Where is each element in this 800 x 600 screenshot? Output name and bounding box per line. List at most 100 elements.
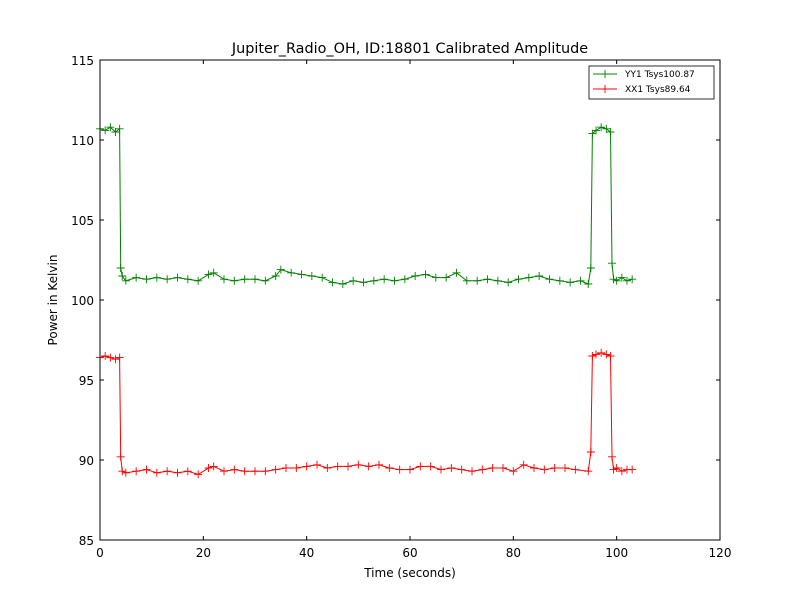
data-point-yy1	[400, 275, 409, 284]
data-point-yy1	[173, 273, 182, 282]
data-point-xx1	[426, 462, 435, 471]
data-point-xx1	[118, 467, 127, 476]
data-point-yy1	[421, 270, 430, 279]
data-point-yy1	[163, 275, 172, 284]
data-point-yy1	[220, 275, 228, 284]
data-point-yy1	[142, 275, 151, 284]
data-point-yy1	[204, 270, 213, 279]
x-tick-label: 40	[299, 546, 314, 560]
data-point-yy1	[359, 278, 368, 287]
data-point-yy1	[111, 128, 120, 136]
data-point-xx1	[416, 462, 425, 471]
data-point-yy1	[608, 259, 617, 268]
data-point-xx1	[584, 467, 593, 476]
data-point-yy1	[524, 273, 533, 282]
data-point-yy1	[597, 123, 606, 132]
x-tick-label: 80	[506, 546, 521, 560]
data-point-xx1	[101, 352, 110, 360]
data-point-xx1	[608, 452, 617, 461]
x-axis-title: Time (seconds)	[363, 566, 456, 580]
data-point-xx1	[375, 460, 383, 469]
data-point-yy1	[183, 275, 192, 284]
data-point-yy1	[442, 273, 451, 282]
data-point-xx1	[612, 464, 621, 472]
legend-label-yy1: YY1 Tsys100.87	[624, 70, 695, 80]
data-point-yy1	[612, 276, 621, 285]
data-point-yy1	[504, 278, 513, 287]
data-point-xx1	[457, 465, 466, 474]
data-point-yy1	[545, 275, 554, 284]
data-point-xx1	[121, 468, 130, 477]
data-point-xx1	[468, 467, 476, 476]
data-point-xx1	[240, 467, 249, 476]
data-point-xx1	[606, 352, 615, 360]
data-point-yy1	[576, 276, 585, 285]
data-point-xx1	[173, 468, 182, 477]
data-point-xx1	[499, 464, 507, 472]
data-point-yy1	[369, 276, 378, 285]
data-point-yy1	[230, 276, 239, 285]
data-point-yy1	[194, 276, 203, 285]
data-point-yy1	[271, 272, 280, 280]
data-point-yy1	[152, 273, 161, 282]
data-point-yy1	[132, 273, 141, 282]
data-point-xx1	[488, 464, 497, 472]
legend-box	[588, 65, 715, 100]
data-point-xx1	[111, 355, 120, 364]
plot-area	[96, 123, 637, 479]
data-point-yy1	[209, 268, 218, 277]
data-point-xx1	[395, 465, 404, 474]
data-point-yy1	[555, 276, 564, 285]
data-point-yy1	[592, 126, 600, 135]
legend: YY1 Tsys100.87 XX1 Tsys89.64	[588, 65, 715, 100]
data-point-xx1	[292, 464, 301, 472]
data-point-xx1	[115, 353, 124, 362]
data-point-xx1	[437, 465, 445, 474]
data-point-xx1	[183, 467, 192, 476]
data-point-xx1	[519, 460, 528, 469]
data-point-xx1	[571, 465, 580, 474]
legend-label-xx1: XX1 Tsys89.64	[625, 85, 691, 95]
data-point-xx1	[509, 467, 518, 476]
data-point-yy1	[251, 275, 259, 284]
x-tick-label: 120	[709, 546, 732, 560]
data-point-xx1	[385, 464, 394, 472]
data-point-xx1	[406, 465, 414, 474]
data-point-xx1	[561, 464, 569, 472]
data-point-xx1	[132, 467, 141, 476]
data-point-yy1	[462, 276, 471, 285]
data-point-xx1	[597, 348, 606, 357]
data-point-xx1	[364, 462, 373, 471]
data-point-yy1	[493, 276, 502, 285]
data-point-xx1	[478, 465, 487, 474]
data-point-xx1	[333, 462, 342, 471]
data-point-xx1	[230, 465, 239, 474]
data-point-yy1	[514, 275, 523, 284]
y-tick-label: 95	[79, 374, 94, 388]
y-tick-label: 85	[79, 534, 94, 548]
data-point-yy1	[380, 275, 389, 284]
data-point-yy1	[623, 276, 631, 285]
data-point-xx1	[163, 467, 172, 476]
data-point-yy1	[115, 124, 124, 133]
data-point-xx1	[271, 465, 280, 474]
y-tick-label: 105	[71, 214, 94, 228]
data-point-yy1	[287, 268, 296, 277]
data-point-yy1	[349, 276, 358, 285]
data-point-xx1	[592, 350, 600, 359]
data-point-yy1	[307, 272, 316, 280]
data-point-yy1	[588, 129, 597, 138]
data-point-xx1	[116, 452, 125, 461]
data-point-xx1	[586, 448, 595, 456]
data-point-xx1	[540, 465, 549, 474]
data-point-xx1	[152, 468, 161, 477]
y-tick-label: 110	[71, 134, 94, 148]
data-point-xx1	[602, 350, 611, 359]
data-point-xx1	[344, 462, 352, 471]
y-tick-label: 100	[71, 294, 94, 308]
data-point-yy1	[411, 272, 420, 280]
data-point-xx1	[323, 464, 332, 472]
data-point-xx1	[261, 467, 270, 476]
